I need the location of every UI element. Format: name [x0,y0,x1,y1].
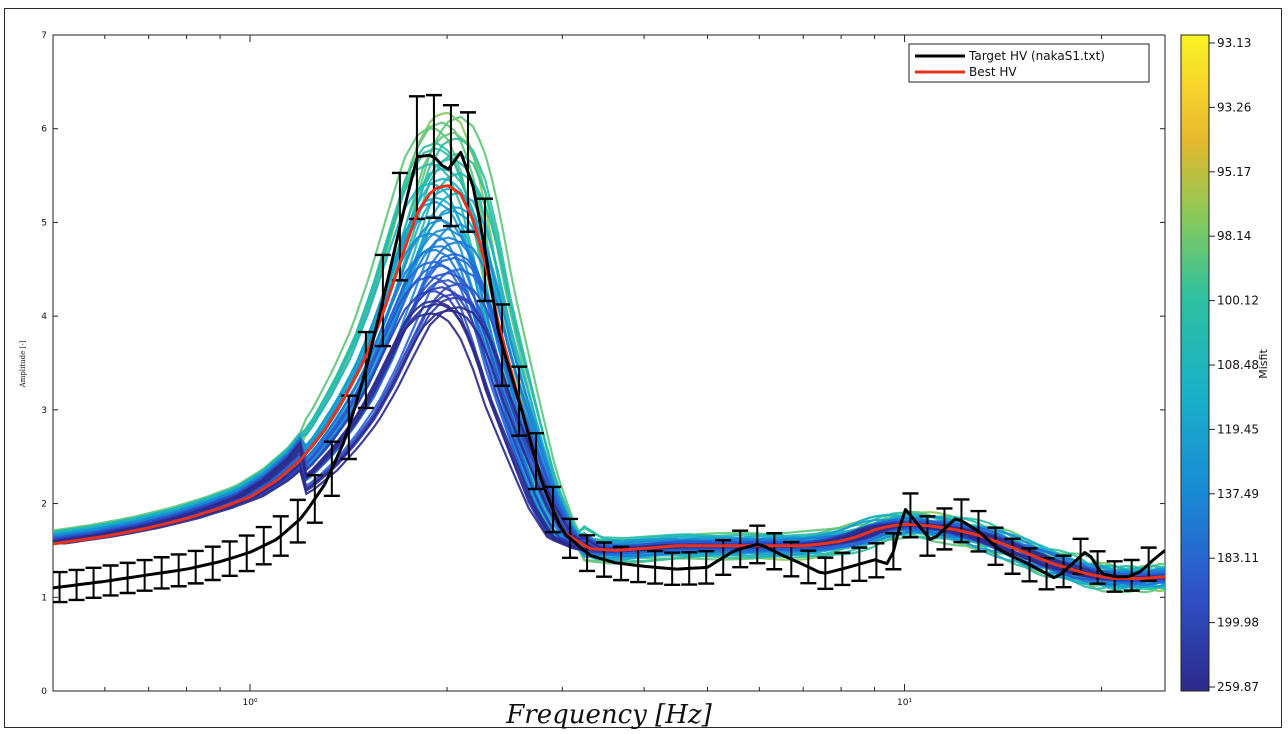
y-tick-label: 1 [41,593,47,603]
legend-box [908,43,1150,83]
colorbar-tick-label: 137.49 [1217,487,1259,501]
x-tick-label: 10⁰ [242,698,257,708]
target-error-bars [53,93,1157,604]
colorbar-tick-label: 98.14 [1217,229,1251,243]
colorbar-tick-label: 93.26 [1217,100,1251,114]
plot-area [52,34,1166,692]
hv-chart: 0 1 2 3 4 5 6 7 10⁰ 10¹ Target HV (nakaS1.txt) Be… [19,31,1270,729]
x-axis-label: Frequency [Hz] [505,700,712,729]
colorbar-tick-label: 183.11 [1217,551,1259,565]
y-tick-label: 0 [41,687,47,697]
y-tick-label: 4 [41,312,47,322]
figure-frame: 0 1 2 3 4 5 6 7 10⁰ 10¹ Target HV (nakaS1.txt) Be… [4,8,1282,729]
y-tick-label: 7 [41,31,47,41]
legend-label-target: Target HV (nakaS1.txt) [968,49,1105,63]
y-tick-label: 3 [41,406,47,416]
y-tick-label: 5 [41,218,47,228]
colorbar-tick-label: 119.45 [1217,422,1259,436]
legend-label-best: Best HV [969,65,1017,79]
y-axis-label: Amplitude [-] [19,340,27,388]
colorbar-tick-label: 100.12 [1217,294,1259,308]
colorbar-tick-label: 93.13 [1217,36,1251,50]
legend: Target HV (nakaS1.txt) Best HV [908,43,1150,83]
best-hv-line [53,184,1165,580]
colorbar-tick-label: 199.98 [1217,616,1259,630]
colorbar-tick-label: 259.87 [1217,680,1259,694]
y-tick-label: 2 [41,500,47,510]
colorbar [1180,34,1210,692]
colorbar-label: Misfit [1257,349,1270,379]
y-tick-label: 6 [41,125,47,135]
colorbar-tick-label: 108.48 [1217,358,1259,372]
colorbar-ticks: 93.13 93.26 95.17 98.14 100.12 108.48 119.45 13… [1209,36,1259,694]
x-tick-label: 10¹ [897,698,912,708]
target-hv-line [53,150,1165,590]
axes: 0 1 2 3 4 5 6 7 10⁰ 10¹ [41,31,1165,708]
colorbar-tick-label: 95.17 [1217,165,1251,179]
series-lines [53,150,1165,590]
